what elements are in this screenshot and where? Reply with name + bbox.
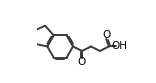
Text: O: O [78,57,86,67]
Text: O: O [102,30,110,40]
Text: OH: OH [112,42,128,51]
